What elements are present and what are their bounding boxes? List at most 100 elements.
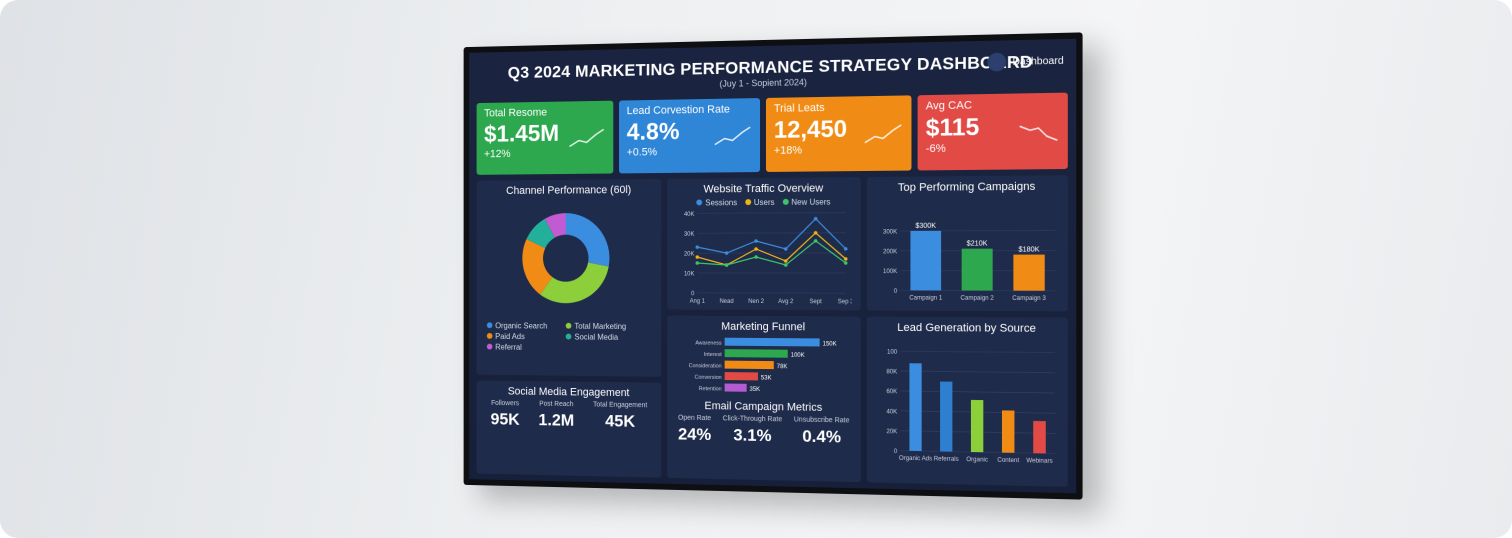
donut-slice [565, 212, 610, 267]
x-tick-label: Organic [966, 457, 988, 464]
metric-label: Unsubscribe Rate [793, 416, 850, 425]
line-point [784, 263, 788, 267]
bar-chart: 0 100K 200K 300K $300K Campaign 1 $210K Campaig… [883, 223, 1060, 302]
y-tick-label: 60K [886, 389, 897, 395]
kpi-change: +0.5% [626, 146, 658, 159]
panel-title: Social Media Engagement [507, 385, 630, 400]
line-point [784, 259, 788, 263]
panels: Channel Performance (60l) Organic Search… [476, 175, 1068, 487]
metric: Click-Through Rate 3.1% [723, 415, 782, 446]
bar-value-label: 35K [750, 387, 761, 393]
legend: Organic Search Total Marketing Paid Ads Soc… [481, 321, 657, 353]
bar [910, 230, 941, 291]
line-point [695, 245, 700, 249]
x-tick-label: Referrals [933, 456, 958, 463]
legend-swatch [782, 198, 789, 205]
panel-title: Website Traffic Overview [703, 182, 824, 196]
badge-label: Dashboard [1012, 55, 1064, 68]
badge[interactable]: Dashboard [987, 51, 1064, 72]
legend-label: Sessions [705, 198, 738, 208]
metric-value: 24% [678, 424, 712, 445]
metric-value: 3.1% [733, 425, 772, 446]
kpi-change: -6% [925, 142, 946, 156]
bar [970, 399, 983, 453]
x-tick-label: Sep 3 [838, 299, 852, 305]
badge-icon [987, 52, 1007, 72]
x-tick-label: Sept [810, 299, 823, 305]
line-point [725, 251, 729, 255]
grid-line [900, 351, 1055, 352]
panel-title: Email Campaign Metrics [704, 400, 823, 414]
y-tick-label: 40K [886, 409, 897, 415]
x-tick-label: Nead [720, 299, 734, 305]
legend-label: Referral [495, 342, 522, 352]
panel: Website Traffic Overview Sessions Users Ne… [667, 177, 861, 311]
column: Website Traffic Overview Sessions Users Ne… [667, 177, 861, 483]
legend-label: Social Media [574, 332, 619, 342]
y-tick-label: 40K [684, 212, 694, 218]
panel: Top Performing Campaigns 0 100K 200K 300K $3… [866, 175, 1068, 312]
metric-value: 95K [490, 409, 520, 429]
line-chart: 0 10K 20K 30K 40K Ang 1 Nead Nen 2 Avg 2 Sept Sep … [684, 206, 854, 305]
metric-value: 0.4% [802, 426, 841, 447]
x-tick-label: Avg 2 [779, 299, 794, 305]
kpi-label: Lead Corvestion Rate [626, 103, 730, 118]
legend-swatch [486, 332, 493, 339]
kpi-card: Trial Leats 12,450 +18% [765, 95, 912, 172]
sparkline [863, 122, 904, 145]
bar [1032, 420, 1046, 454]
bar-value-label: $210K [966, 240, 987, 247]
header: Q3 2024 MARKETING PERFORMANCE STRATEGY D… [477, 45, 1068, 97]
metric-label: Click-Through Rate [722, 415, 783, 424]
legend-swatch [565, 322, 572, 329]
bar [1013, 254, 1045, 291]
y-tick-label: 20K [886, 429, 897, 435]
y-tick-label: 100K [883, 269, 897, 275]
legend-label: Paid Ads [495, 332, 525, 342]
x-tick-label: Nen 2 [749, 299, 765, 305]
metric: Unsubscribe Rate 0.4% [794, 416, 850, 447]
line-point [695, 261, 700, 265]
grid-line [900, 371, 1055, 373]
metrics: Followers 95K Post Reach 1.2M Total Engageme… [481, 400, 657, 432]
line-series [698, 219, 846, 254]
legend-item: Social Media [565, 332, 639, 342]
metric-label: Total Engagement [593, 401, 648, 410]
panel-title: Top Performing Campaigns [897, 180, 1036, 194]
legend-label: New Users [791, 197, 831, 207]
legend-label: Total Marketing [574, 321, 627, 332]
dashboard-screen: Q3 2024 MARKETING PERFORMANCE STRATEGY D… [469, 38, 1077, 494]
kpi-label: Avg CAC [925, 99, 973, 113]
line-series [698, 233, 846, 265]
line-point [844, 261, 848, 265]
bar [961, 248, 993, 291]
bar-value-label: 78K [777, 364, 788, 370]
panel: Channel Performance (60l) Organic Search… [476, 178, 662, 377]
kpi-change: +12% [484, 148, 511, 161]
sparkline-path [569, 129, 603, 146]
bar [724, 360, 775, 370]
x-tick-label: Organic Ads [899, 456, 932, 463]
metric-label: Followers [491, 400, 520, 408]
line-point [784, 247, 788, 251]
line-point [844, 257, 848, 261]
panel-title: Channel Performance (60l) [506, 184, 632, 197]
bar [724, 372, 759, 381]
x-tick-label: Campaign 1 [909, 295, 942, 301]
y-tick-label: Retention [699, 386, 722, 392]
legend-swatch [696, 199, 703, 206]
line-point [755, 255, 759, 259]
kpi-card: Total Resome $1.45M +12% [476, 100, 614, 175]
y-tick-label: Consideration [689, 363, 722, 369]
x-tick-label: Webinars [1026, 458, 1052, 465]
bar-value-label: 150K [823, 341, 837, 347]
kpi-card: Lead Corvestion Rate 4.8% +0.5% [619, 98, 761, 174]
panel: Social Media Engagement Followers 95K Post… [476, 380, 662, 478]
legend-swatch [565, 333, 572, 340]
sparkline-path [715, 127, 750, 144]
y-tick-label: 100 [887, 349, 898, 355]
legend-item: Referral [486, 342, 559, 352]
panel: Marketing Funnel Awareness 150K Interest 10… [667, 315, 861, 483]
line-point [755, 239, 759, 243]
y-tick-label: 80K [886, 369, 897, 375]
